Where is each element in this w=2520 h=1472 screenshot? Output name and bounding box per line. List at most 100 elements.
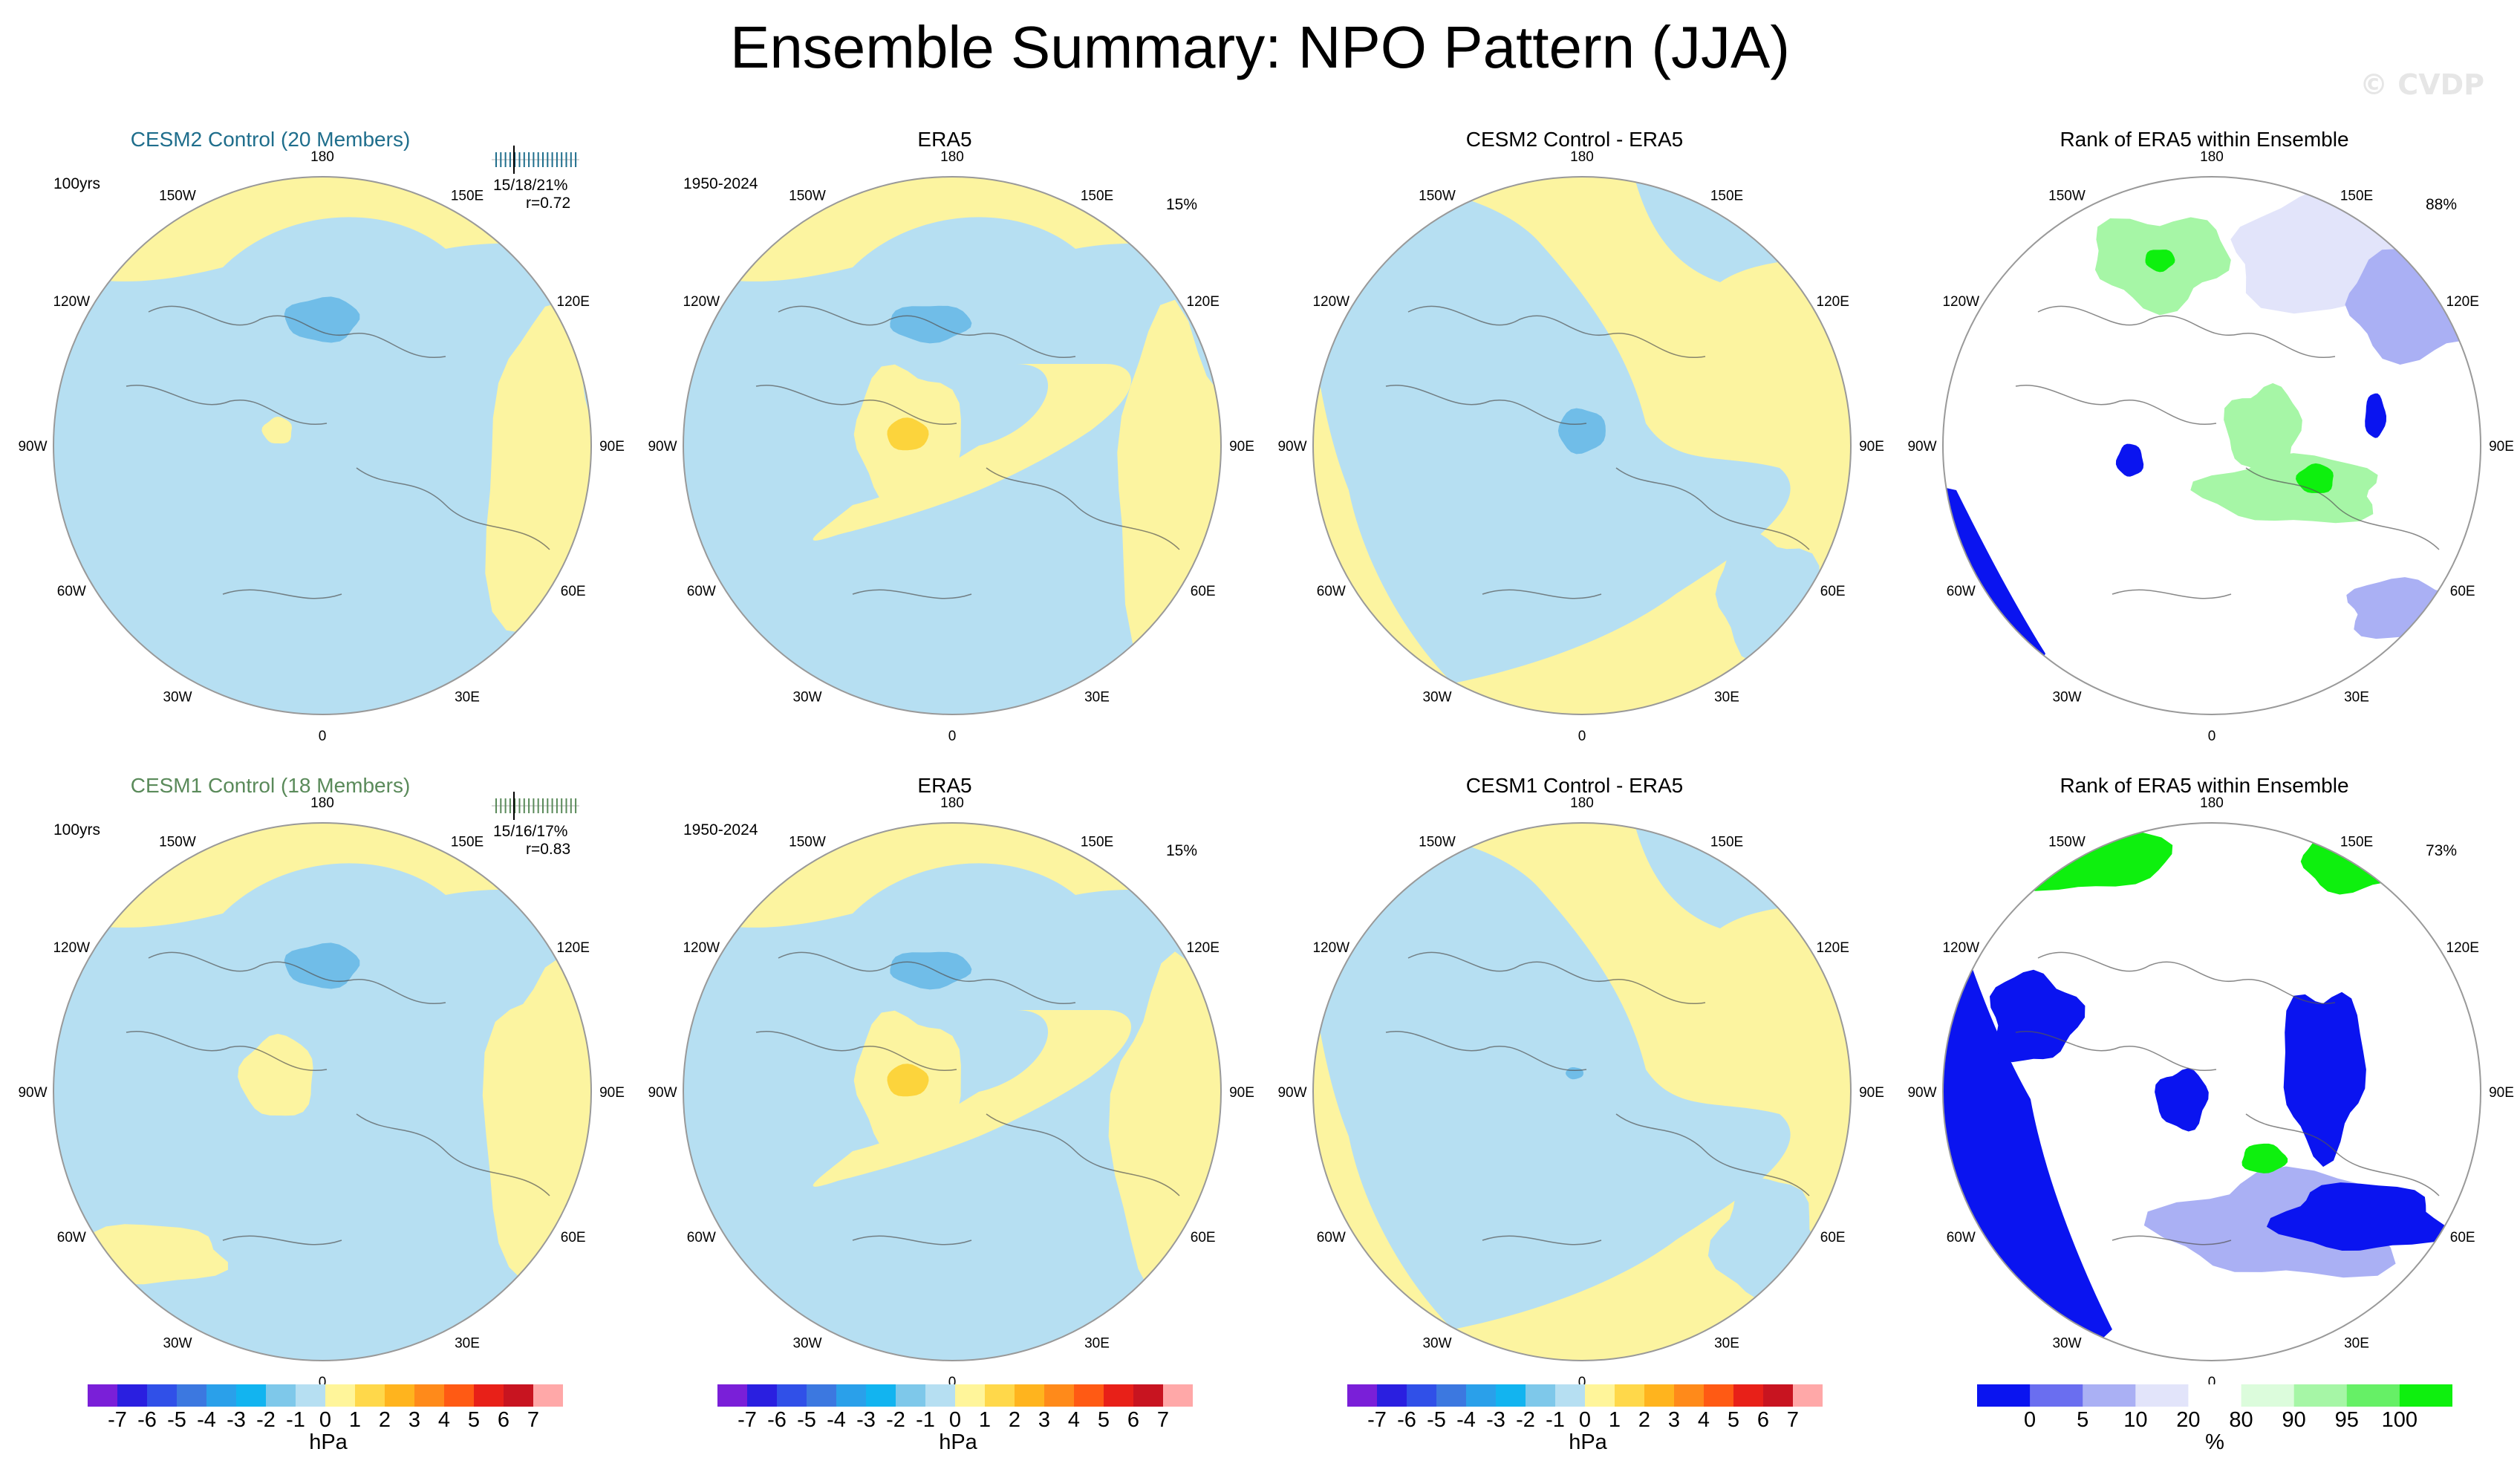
colorbar bbox=[1977, 1384, 2453, 1410]
member-tick-marks bbox=[492, 146, 579, 174]
colorbar-swatch bbox=[1793, 1384, 1823, 1407]
map-field bbox=[1313, 823, 1851, 1361]
longitude-label: 150W bbox=[2048, 188, 2086, 203]
colorbar-tick-label: -2 bbox=[886, 1408, 905, 1432]
longitude-label: 150E bbox=[1710, 834, 1743, 850]
colorbar-swatch bbox=[2399, 1384, 2453, 1407]
longitude-label: 60W bbox=[1317, 584, 1346, 599]
period-label: 1950-2024 bbox=[683, 821, 758, 838]
longitude-label: 120E bbox=[1187, 294, 1220, 310]
longitude-label: 30E bbox=[455, 1336, 480, 1352]
colorbar-tick-label: -1 bbox=[1546, 1408, 1565, 1432]
colorbar-tick-label: 0 bbox=[319, 1408, 332, 1432]
variance-label: 15/16/17% bbox=[493, 823, 568, 840]
longitude-label: 0 bbox=[948, 1375, 957, 1390]
colorbar-swatch bbox=[2083, 1384, 2136, 1407]
longitude-label: 30W bbox=[1422, 1336, 1451, 1352]
colorbar-unit: hPa bbox=[939, 1430, 977, 1454]
colorbar-unit: % bbox=[2205, 1430, 2224, 1454]
colorbar bbox=[717, 1384, 1194, 1410]
correlation-label: r=0.83 bbox=[526, 841, 571, 858]
colorbar-tick-label: -2 bbox=[1516, 1408, 1535, 1432]
colorbar-tick-label: 0 bbox=[948, 1408, 962, 1432]
longitude-label: 150W bbox=[159, 188, 196, 203]
colorbar-tick-label: -7 bbox=[108, 1408, 127, 1432]
colorbar-tick-label: 4 bbox=[1067, 1408, 1081, 1432]
map-field bbox=[1943, 177, 2481, 714]
colorbar-swatch bbox=[1133, 1384, 1164, 1407]
colorbar-tick-label: 1 bbox=[348, 1408, 362, 1432]
longitude-label: 120W bbox=[1312, 294, 1349, 310]
longitude-label: 180 bbox=[940, 795, 964, 811]
colorbar-tick-label: 4 bbox=[1697, 1408, 1710, 1432]
colorbar-swatch bbox=[747, 1384, 778, 1407]
colorbar-tick-label: 5 bbox=[1727, 1408, 1740, 1432]
longitude-label: 90E bbox=[599, 1085, 625, 1101]
colorbar-swatch bbox=[177, 1384, 207, 1407]
colorbar-swatch bbox=[385, 1384, 415, 1407]
colorbar-tick-label: 0 bbox=[2024, 1408, 2036, 1432]
colorbar-swatch bbox=[955, 1384, 986, 1407]
longitude-label: 30W bbox=[2052, 690, 2081, 706]
longitude-label: 90W bbox=[1907, 439, 1936, 455]
variance-label: 73% bbox=[2426, 842, 2458, 859]
colorbar-swatch bbox=[1555, 1384, 1586, 1407]
polar-map: 180 150E 120E 90E 60E 30E 0 30W 60W 90W 120W 150W bbox=[1907, 795, 2513, 1390]
longitude-label: 0 bbox=[319, 729, 327, 744]
longitude-label: 120E bbox=[1817, 294, 1849, 310]
longitude-label: 60W bbox=[1947, 1230, 1976, 1245]
longitude-label: 150E bbox=[1081, 188, 1113, 203]
longitude-label: 90E bbox=[1229, 1085, 1254, 1101]
longitude-label: 30W bbox=[1422, 690, 1451, 706]
correlation-label: r=0.72 bbox=[526, 195, 571, 212]
colorbar-swatch bbox=[474, 1384, 504, 1407]
panel-title: ERA5 bbox=[917, 774, 972, 797]
colorbar-swatch bbox=[985, 1384, 1015, 1407]
colorbar-tick-label: -6 bbox=[1397, 1408, 1416, 1432]
longitude-label: 150W bbox=[159, 834, 196, 850]
longitude-label: 60W bbox=[57, 1230, 86, 1245]
colorbar-tick-label: 7 bbox=[1156, 1408, 1170, 1432]
colorbar-swatch bbox=[444, 1384, 475, 1407]
colorbar-swatch bbox=[2346, 1384, 2400, 1407]
map-panel: CESM1 Control (18 Members) 180 150E 120E 90E… bbox=[0, 765, 630, 1411]
longitude-label: 90E bbox=[1859, 1085, 1884, 1101]
longitude-label: 90W bbox=[18, 1085, 47, 1101]
polar-map: 180 150E 120E 90E 60E 30E 0 30W 60W 90W 120W 150W bbox=[1277, 795, 1884, 1390]
map-panel: ERA5 180 150E 120E 90E 60E 30E 0 30W 60W 90W 120W 15… bbox=[630, 765, 1260, 1411]
longitude-label: 150W bbox=[789, 188, 826, 203]
longitude-label: 30E bbox=[455, 690, 480, 706]
colorbar-swatch bbox=[1644, 1384, 1675, 1407]
panel-title: CESM1 Control (18 Members) bbox=[130, 774, 411, 797]
colorbar-swatch bbox=[1585, 1384, 1615, 1407]
panel-title: CESM2 Control - ERA5 bbox=[1465, 128, 1684, 151]
longitude-label: 60E bbox=[1191, 1230, 1216, 1245]
colorbar-tick-label: -4 bbox=[197, 1408, 216, 1432]
colorbar-tick-label: -1 bbox=[916, 1408, 935, 1432]
coastline-outline bbox=[2015, 951, 2440, 1245]
colorbar-swatch bbox=[1377, 1384, 1407, 1407]
map-boundary bbox=[1312, 822, 1852, 1361]
longitude-label: 90W bbox=[648, 1085, 677, 1101]
longitude-label: 90W bbox=[1277, 439, 1306, 455]
polar-map: 180 150E 120E 90E 60E 30E 0 30W 60W 90W 120W 150W bbox=[18, 792, 625, 1390]
colorbar-tick-label: 1 bbox=[978, 1408, 992, 1432]
colorbar-unit: hPa bbox=[309, 1430, 348, 1454]
map-panel: CESM2 Control (20 Members) 180 150E 120E 90E… bbox=[0, 119, 630, 765]
panel-title: ERA5 bbox=[917, 128, 972, 151]
longitude-label: 180 bbox=[2200, 149, 2224, 165]
map-boundary bbox=[1312, 176, 1852, 715]
longitude-label: 120W bbox=[53, 294, 90, 310]
colorbar-swatch bbox=[2241, 1384, 2295, 1407]
longitude-label: 30E bbox=[1084, 690, 1110, 706]
colorbar-tick-label: -1 bbox=[286, 1408, 305, 1432]
colorbar-swatch bbox=[777, 1384, 807, 1407]
map-panel: ERA5 180 150E 120E 90E 60E 30E 0 30W 60W 90W 120W 15… bbox=[630, 119, 1260, 765]
longitude-label: 180 bbox=[310, 149, 334, 165]
colorbar-tick-label: -5 bbox=[167, 1408, 186, 1432]
map-boundary bbox=[1942, 176, 2481, 715]
longitude-label: 180 bbox=[2200, 795, 2224, 811]
colorbar-swatch bbox=[296, 1384, 326, 1407]
map-boundary bbox=[53, 176, 592, 715]
polar-map: 180 150E 120E 90E 60E 30E 0 30W 60W 90W 120W 150W bbox=[1907, 149, 2513, 744]
